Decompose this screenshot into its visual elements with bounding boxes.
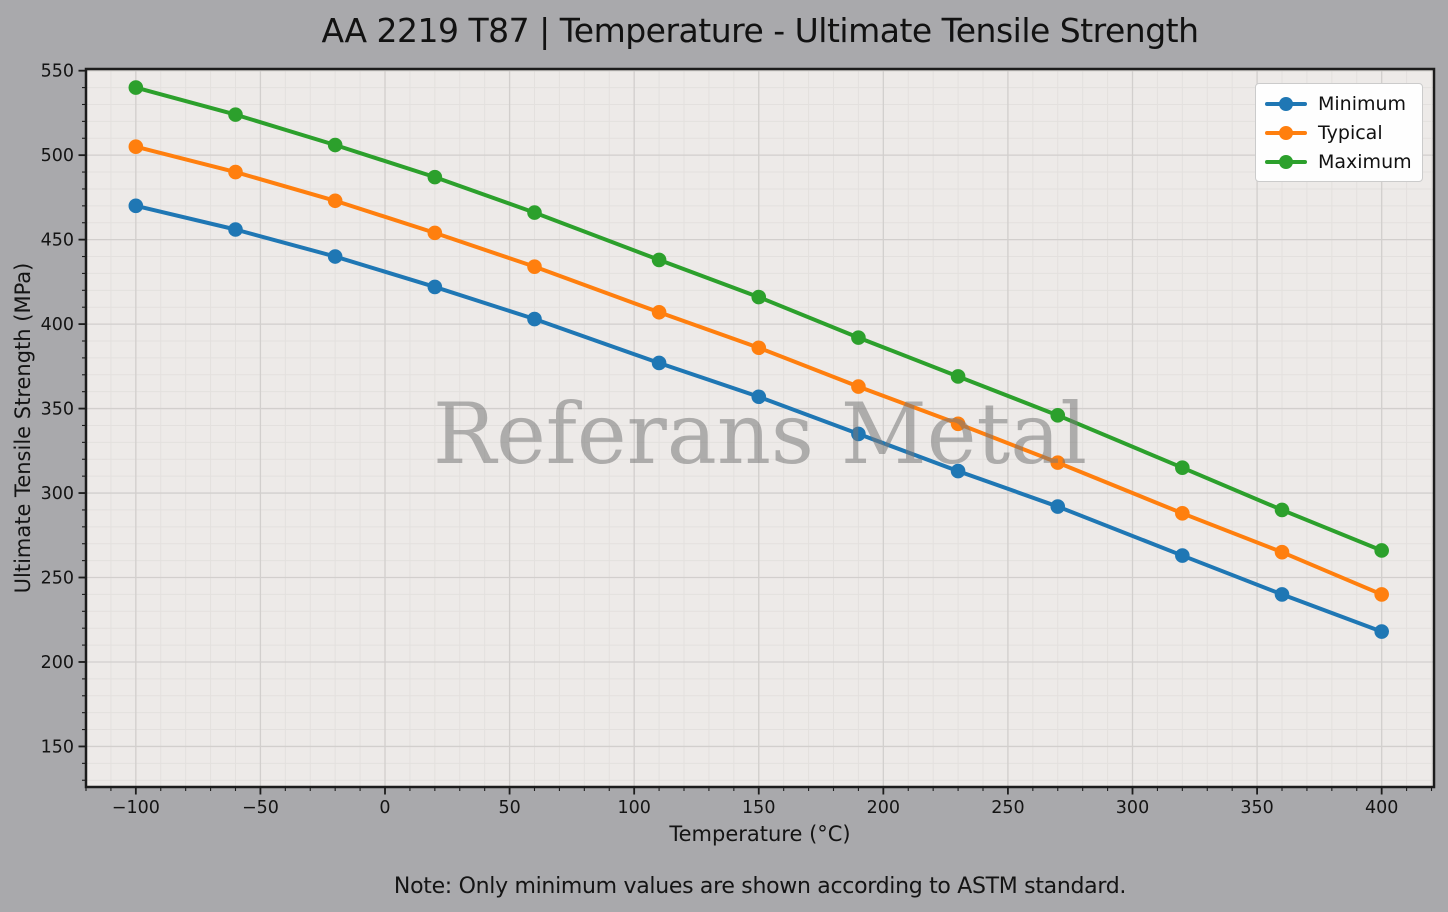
legend-line-marker-icon xyxy=(1265,96,1307,111)
series-typical xyxy=(128,139,1389,602)
data-point-marker xyxy=(1050,455,1066,470)
data-point-marker xyxy=(851,330,866,345)
data-point-marker xyxy=(228,164,243,180)
data-point-marker xyxy=(427,225,443,241)
data-point-marker xyxy=(228,222,243,237)
data-point-marker xyxy=(751,340,767,356)
legend: Minimum Typical Maximum xyxy=(1255,83,1423,182)
data-point-marker xyxy=(327,193,343,209)
data-point-marker xyxy=(1374,624,1389,639)
data-point-marker xyxy=(950,463,966,479)
data-point-marker xyxy=(950,416,966,432)
legend-item-typical: Typical xyxy=(1265,118,1412,147)
data-point-marker xyxy=(128,80,144,95)
data-point-marker xyxy=(1175,548,1190,563)
data-point-marker xyxy=(327,249,343,264)
y-tick-label: 150 xyxy=(41,737,74,757)
data-point-marker xyxy=(128,198,144,214)
data-point-marker xyxy=(327,137,343,153)
y-axis-label: Ultimate Tensile Strength (MPa) xyxy=(11,262,35,594)
y-tick-label: 400 xyxy=(41,315,74,335)
data-point-marker xyxy=(651,355,667,371)
data-point-marker xyxy=(1274,544,1290,560)
data-point-marker xyxy=(851,426,866,442)
data-point-marker xyxy=(1274,502,1290,518)
chart-title: AA 2219 T87 | Temperature - Ultimate Ten… xyxy=(321,11,1199,50)
x-tick-label: 200 xyxy=(867,798,900,818)
footnote-text: Note: Only minimum values are shown acco… xyxy=(393,874,1127,899)
data-point-marker xyxy=(1374,543,1389,558)
x-tick-label: −100 xyxy=(112,798,160,818)
legend-item-maximum: Maximum xyxy=(1265,147,1412,176)
x-tick-label: 400 xyxy=(1365,798,1398,818)
legend-label: Minimum xyxy=(1318,92,1407,115)
series-minimum xyxy=(128,198,1389,639)
x-axis-label: Temperature (°C) xyxy=(669,822,851,846)
series-maximum xyxy=(128,80,1389,558)
x-tick-label: 300 xyxy=(1116,798,1149,818)
y-tick-label: 350 xyxy=(41,400,74,420)
data-point-marker xyxy=(950,369,966,384)
data-point-marker xyxy=(1050,408,1066,423)
x-tick-label: 0 xyxy=(379,798,390,818)
x-tick-label: 150 xyxy=(742,798,775,818)
data-point-marker xyxy=(751,289,767,305)
data-point-marker xyxy=(427,279,443,295)
data-point-marker xyxy=(651,304,667,320)
data-point-marker xyxy=(751,389,767,405)
legend-label: Typical xyxy=(1318,121,1383,144)
x-tick-label: 50 xyxy=(498,798,520,818)
data-point-marker xyxy=(527,311,542,327)
data-point-marker xyxy=(427,169,443,185)
y-tick-label: 450 xyxy=(41,231,74,251)
legend-line-marker-icon xyxy=(1265,125,1307,140)
data-point-marker xyxy=(1175,460,1190,476)
data-point-marker xyxy=(1050,499,1066,514)
legend-label: Maximum xyxy=(1318,150,1412,173)
major-gridlines xyxy=(86,69,1434,787)
data-point-marker xyxy=(228,107,243,122)
y-tick-label: 550 xyxy=(41,62,74,82)
x-tick-label: 350 xyxy=(1240,798,1273,818)
axes-frame xyxy=(84,67,1436,789)
data-point-marker xyxy=(527,259,542,274)
data-point-marker xyxy=(527,205,542,220)
x-tick-label: −50 xyxy=(242,798,279,818)
y-tick-label: 250 xyxy=(41,569,74,589)
y-tick-label: 200 xyxy=(41,653,74,673)
data-point-marker xyxy=(1175,506,1190,521)
data-point-marker xyxy=(128,139,144,155)
legend-item-minimum: Minimum xyxy=(1265,89,1412,118)
tick-labels: −100 −50 0 50 100 150 200 250 300 350 400 150 200 250… xyxy=(41,62,1399,818)
y-tick-label: 500 xyxy=(41,146,74,166)
legend-line-marker-icon xyxy=(1265,154,1307,169)
data-point-marker xyxy=(1374,587,1389,602)
data-point-marker xyxy=(651,252,667,268)
y-tick-label: 300 xyxy=(41,484,74,504)
x-tick-label: 100 xyxy=(617,798,650,818)
x-tick-label: 250 xyxy=(991,798,1024,818)
data-point-marker xyxy=(1274,587,1290,602)
watermark-text: Referans Metal xyxy=(432,385,1088,483)
data-point-marker xyxy=(851,379,866,394)
